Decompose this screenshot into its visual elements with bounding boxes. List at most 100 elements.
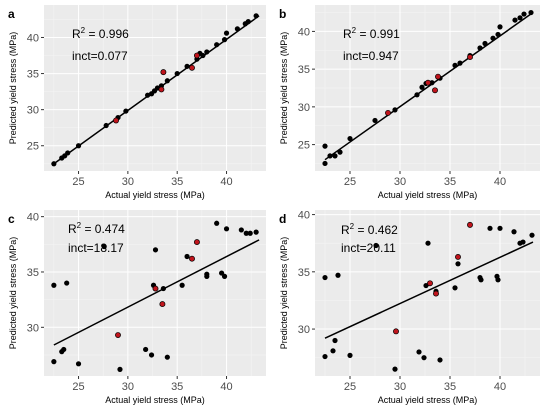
x-tick-label: 25 bbox=[72, 381, 84, 393]
data-point bbox=[437, 357, 443, 363]
data-point bbox=[478, 277, 484, 283]
data-point bbox=[143, 346, 149, 353]
regression-line bbox=[53, 239, 260, 346]
data-point bbox=[421, 355, 427, 361]
data-point-highlighted bbox=[159, 301, 166, 308]
data-point-highlighted bbox=[158, 86, 165, 93]
data-point-highlighted bbox=[455, 253, 461, 260]
x-tick-label: 35 bbox=[171, 381, 183, 393]
data-point bbox=[214, 42, 220, 48]
data-point bbox=[487, 225, 493, 231]
data-point-highlighted bbox=[425, 79, 431, 86]
y-tick-label: 35 bbox=[298, 267, 310, 279]
y-axis-title: Predicted yield stress (MPa) bbox=[279, 237, 289, 350]
data-point bbox=[253, 229, 259, 235]
x-tick-label: 35 bbox=[444, 176, 456, 188]
x-axis-title: Actual yield stress (MPa) bbox=[105, 190, 205, 200]
y-tick-label: 40 bbox=[298, 26, 310, 38]
y-tick-label: 25 bbox=[298, 140, 310, 152]
r-squared-annotation: R2 = 0.462 bbox=[341, 222, 398, 237]
x-tick-label: 30 bbox=[122, 176, 134, 188]
data-point bbox=[322, 353, 328, 360]
data-point bbox=[223, 30, 230, 36]
data-point bbox=[184, 253, 190, 260]
data-point bbox=[327, 153, 333, 159]
panel-label: a bbox=[8, 7, 15, 21]
data-point-highlighted bbox=[160, 69, 167, 76]
panel-label: d bbox=[279, 212, 286, 226]
r-symbol: R bbox=[72, 27, 81, 41]
data-point-highlighted bbox=[189, 255, 195, 262]
data-point bbox=[429, 80, 435, 86]
data-point bbox=[61, 346, 67, 353]
regression-line bbox=[324, 11, 534, 161]
data-point bbox=[101, 243, 107, 250]
data-point bbox=[322, 274, 328, 281]
x-tick-label: 30 bbox=[394, 381, 406, 393]
data-point bbox=[184, 63, 190, 69]
data-point bbox=[529, 232, 535, 238]
data-point bbox=[482, 40, 488, 47]
panel-label: c bbox=[8, 212, 15, 226]
x-tick-label: 30 bbox=[394, 176, 406, 188]
data-point bbox=[495, 31, 501, 38]
x-tick-label: 40 bbox=[220, 381, 232, 393]
panel-a: 25 30 35 40 25 30 35 40 Actual yield stress (MPa… bbox=[8, 5, 266, 200]
data-point bbox=[221, 37, 228, 43]
data-point-highlighted bbox=[193, 239, 200, 246]
data-point-highlighted bbox=[433, 290, 439, 297]
data-point bbox=[521, 11, 527, 17]
data-point bbox=[238, 227, 244, 233]
data-point bbox=[234, 26, 240, 32]
y-axis-title: Predicted yield stress (MPa) bbox=[8, 32, 18, 145]
r-squared-annotation: R2 = 0.996 bbox=[72, 26, 129, 41]
data-point-highlighted bbox=[385, 109, 391, 116]
data-point bbox=[452, 62, 458, 68]
data-point bbox=[179, 282, 185, 288]
data-point bbox=[452, 285, 458, 291]
data-point bbox=[520, 239, 526, 245]
data-point-highlighted bbox=[189, 64, 195, 71]
data-point bbox=[223, 226, 230, 232]
data-point bbox=[253, 13, 259, 19]
x-tick-label: 40 bbox=[494, 381, 506, 393]
data-point bbox=[243, 230, 249, 236]
data-point bbox=[75, 361, 82, 367]
intercept-annotation: inct=0.077 bbox=[72, 49, 128, 63]
regression-line bbox=[324, 241, 534, 339]
y-tick-label: 30 bbox=[298, 324, 310, 336]
data-point bbox=[103, 122, 109, 129]
r-squared-annotation: R2 = 0.991 bbox=[343, 26, 400, 41]
r-superscript: 2 bbox=[81, 26, 86, 35]
data-point bbox=[322, 160, 328, 167]
y-tick-label: 40 bbox=[27, 32, 39, 44]
panel-d: 25 30 35 40 30 35 40 Actual yield stress (MPa) P… bbox=[279, 210, 540, 405]
r-superscript: 2 bbox=[77, 221, 82, 230]
data-point bbox=[164, 78, 170, 84]
data-point bbox=[392, 366, 398, 372]
x-tick-label: 25 bbox=[344, 176, 356, 188]
y-tick-label: 30 bbox=[298, 102, 310, 114]
data-point bbox=[457, 60, 463, 66]
r-squared-value: = 0.462 bbox=[354, 223, 398, 237]
data-point bbox=[221, 273, 228, 279]
data-point bbox=[511, 229, 517, 235]
data-point-highlighted bbox=[467, 221, 473, 228]
r-squared-value: = 0.996 bbox=[85, 27, 129, 41]
data-point bbox=[392, 107, 398, 113]
r-symbol: R bbox=[68, 222, 77, 236]
data-point bbox=[148, 352, 155, 358]
y-tick-label: 40 bbox=[298, 210, 310, 222]
x-tick-label: 30 bbox=[122, 381, 134, 393]
data-point bbox=[204, 49, 210, 55]
x-tick-label: 35 bbox=[171, 176, 183, 188]
y-axis-title: Predicted yield stress (MPa) bbox=[8, 237, 18, 350]
x-axis-title: Actual yield stress (MPa) bbox=[105, 395, 205, 405]
data-point bbox=[337, 149, 343, 155]
data-point bbox=[247, 230, 253, 236]
data-point bbox=[517, 15, 523, 21]
data-point-highlighted bbox=[193, 52, 200, 59]
data-point bbox=[416, 349, 422, 355]
x-tick-label: 40 bbox=[220, 176, 232, 188]
